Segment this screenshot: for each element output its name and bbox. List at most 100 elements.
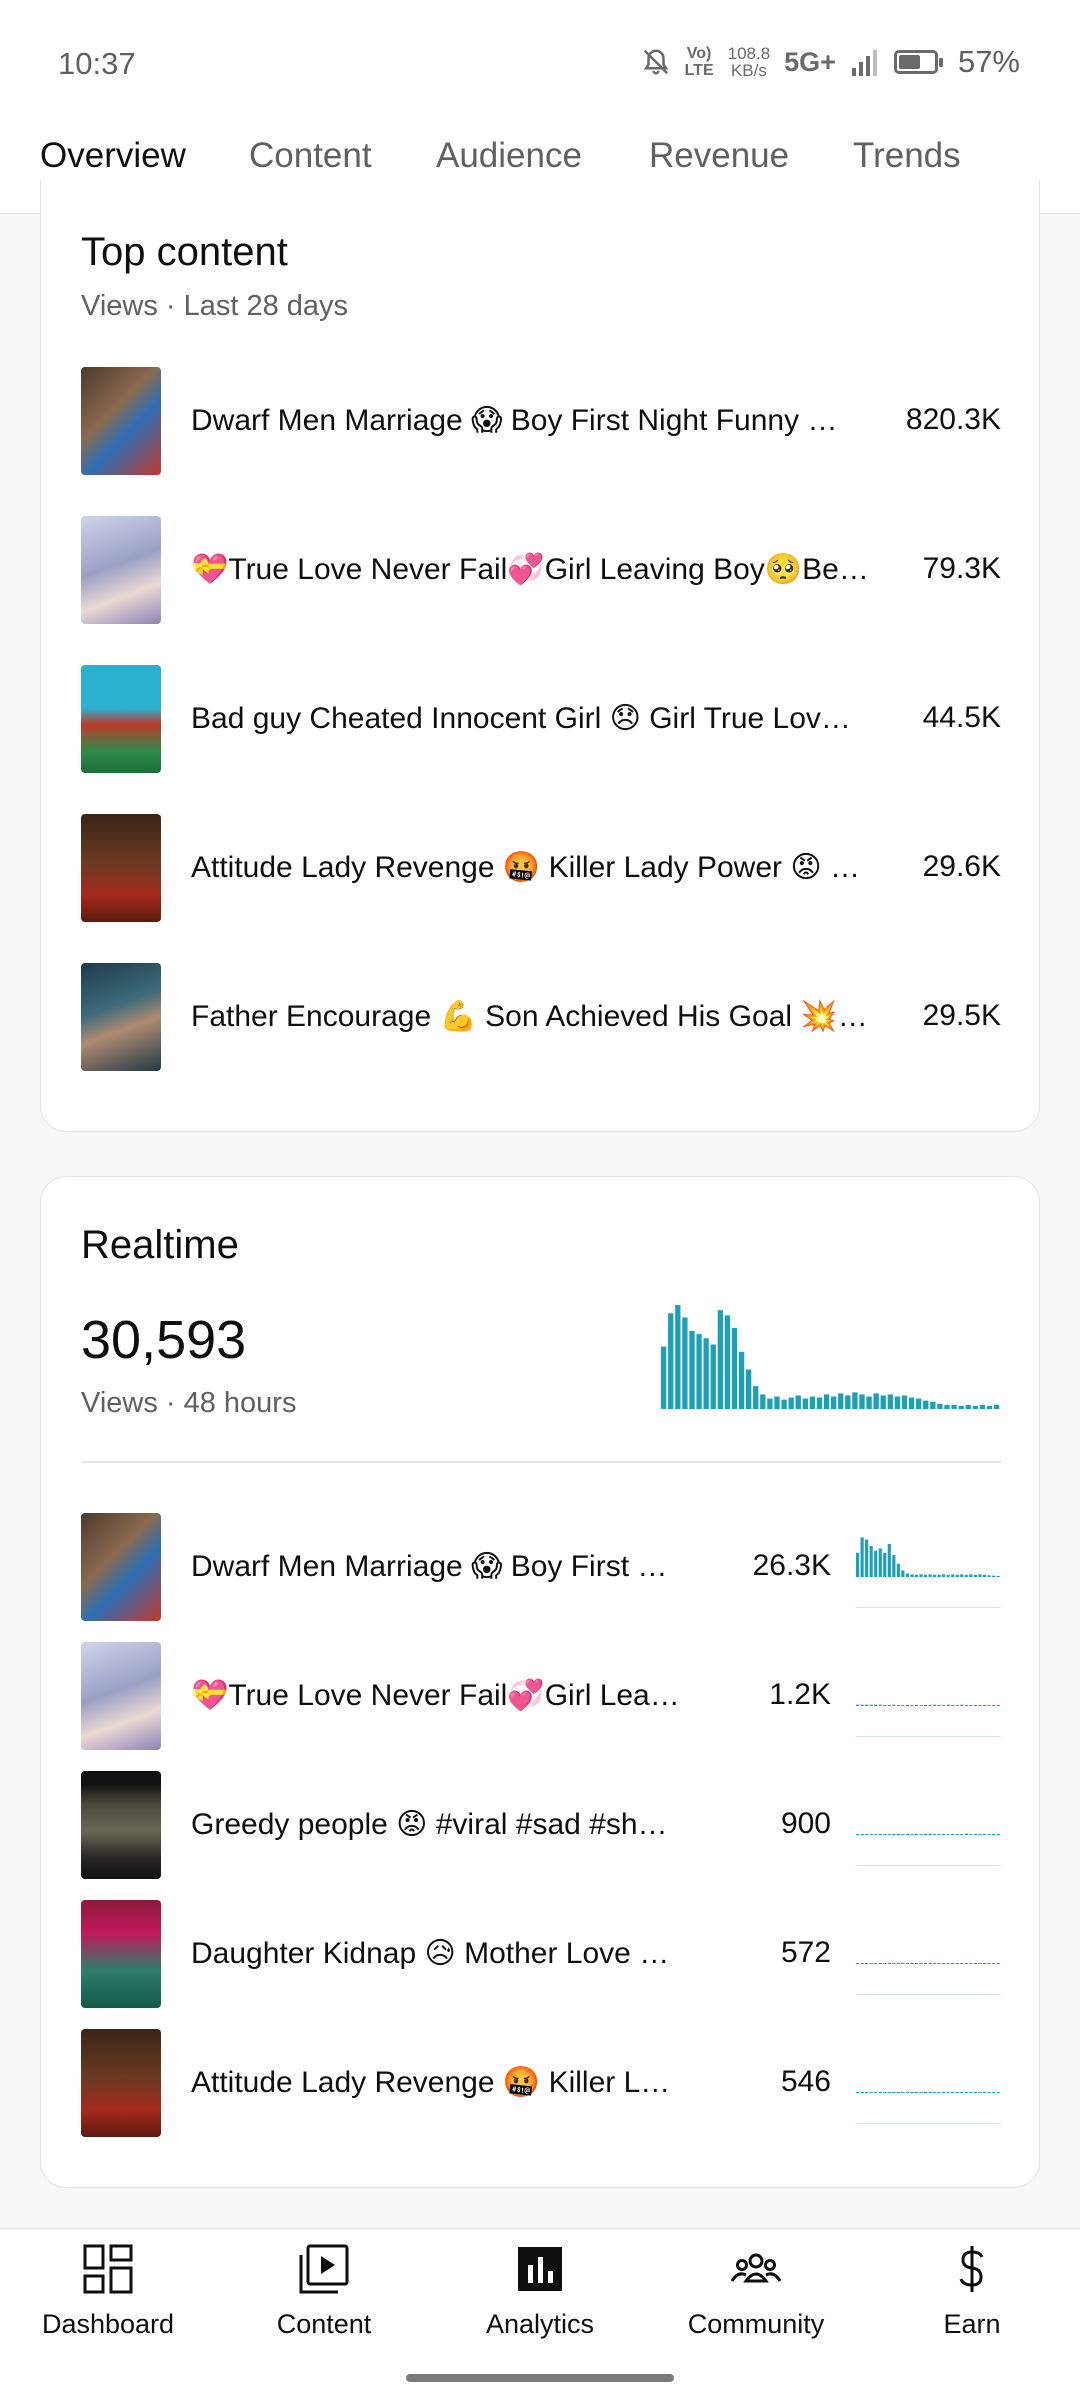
chart-bar (887, 1963, 891, 1964)
chart-bar (923, 1574, 928, 1577)
chart-bar (865, 1539, 869, 1577)
chart-bar (919, 1834, 923, 1835)
video-title: Father Encourage 💪 Son Achieved His Goal… (191, 1000, 868, 1033)
chart-bar (928, 1963, 932, 1964)
chart-bar (914, 2092, 919, 2093)
chart-bar (914, 1834, 919, 1835)
realtime-row[interactable]: Attitude Lady Revenge 🤬 Killer L… 546 (81, 2029, 1001, 2137)
chart-bar (960, 1704, 964, 1706)
nav-dashboard[interactable]: Dashboard (0, 2243, 216, 2340)
realtime-subtitle: Views · 48 hours (81, 1387, 297, 1419)
top-content-row[interactable]: 💝True Love Never Fail💞Girl Leaving Boy🥺B… (81, 516, 1001, 624)
chart-bar (883, 1705, 887, 1706)
chart-bar (724, 1315, 731, 1409)
chart-bar (969, 1834, 973, 1835)
nav-analytics[interactable]: Analytics (432, 2243, 648, 2340)
top-content-title: Top content (81, 230, 288, 274)
chart-bar (901, 1395, 908, 1409)
chart-bar (901, 2092, 905, 2093)
video-sparkline (856, 1537, 1001, 1608)
chart-bar (978, 2092, 982, 2093)
tab-overview[interactable]: Overview (40, 136, 186, 175)
chart-bar (964, 1963, 968, 1964)
chart-bar (795, 1395, 801, 1409)
tab-content[interactable]: Content (249, 136, 372, 175)
chart-bar (896, 1963, 900, 1964)
chart-bar (955, 1574, 959, 1577)
video-views: 29.5K (922, 999, 1001, 1032)
signal-icon (851, 50, 877, 76)
battery-icon (893, 50, 943, 74)
chart-bar (905, 2092, 910, 2093)
nav-label: Content (276, 2309, 372, 2339)
chart-bar (760, 1394, 766, 1409)
chart-bar (869, 1704, 873, 1706)
nav-earn[interactable]: Earn (864, 2243, 1080, 2340)
chart-bar (991, 1834, 996, 1835)
realtime-row[interactable]: 💝True Love Never Fail💞Girl Lea… 1.2K (81, 1642, 1001, 1750)
chart-bar (973, 2092, 977, 2093)
chart-bar (866, 1396, 872, 1409)
status-icons: Vo) LTE 108.8 KB/s 5G+ 57% (641, 42, 1020, 82)
top-content-row[interactable]: Dwarf Men Marriage 😱 Boy First Night Fun… (81, 367, 1001, 475)
tab-audience[interactable]: Audience (436, 136, 582, 175)
speed-unit: KB/s (730, 61, 767, 80)
video-views: 44.5K (922, 701, 1001, 734)
chart-bar (937, 2092, 941, 2093)
chart-bar (937, 1403, 943, 1409)
top-content-row[interactable]: Attitude Lady Revenge 🤬 Killer Lady Powe… (81, 814, 1001, 922)
top-content-row[interactable]: Father Encourage 💪 Son Achieved His Goal… (81, 963, 1001, 1071)
chart-bar (788, 1397, 794, 1409)
video-thumbnail (81, 516, 161, 624)
chart-bar (946, 1963, 950, 1964)
video-views: 572 (780, 1936, 831, 1969)
home-indicator[interactable] (406, 2374, 674, 2382)
nav-community[interactable]: Community (648, 2243, 864, 2340)
chart-bar (856, 1704, 860, 1706)
chart-bar (955, 1834, 959, 1835)
video-views: 79.3K (922, 552, 1001, 585)
chart-bar (973, 1574, 977, 1577)
chart-bar (933, 1574, 937, 1577)
chart-bar (964, 1705, 968, 1706)
chart-bar (731, 1327, 738, 1409)
chart-bar (982, 1705, 987, 1706)
analytics-icon (518, 2247, 562, 2291)
nav-label: Earn (943, 2309, 1001, 2339)
tab-trends[interactable]: Trends (853, 136, 961, 175)
nav-content[interactable]: Content (216, 2243, 432, 2340)
chart-bar (928, 2092, 932, 2093)
chart-bar (869, 1963, 873, 1964)
realtime-row[interactable]: Greedy people 😡 #viral #sad #sh… 900 (81, 1771, 1001, 1879)
chart-bar (946, 1704, 950, 1706)
chart-bar (878, 1704, 882, 1706)
chart-bar (816, 1397, 823, 1409)
video-title: Bad guy Cheated Innocent Girl 😞 Girl Tru… (191, 702, 851, 735)
chart-bar (933, 1963, 937, 1964)
chart-bar (919, 1574, 923, 1577)
chart-bar (960, 1574, 964, 1577)
video-title: Greedy people 😡 #viral #sad #sh… (191, 1808, 668, 1841)
chart-bar (996, 1834, 1000, 1835)
chart-bar (955, 1705, 959, 1706)
chart-bar (937, 1834, 941, 1835)
chart-bar (919, 1963, 923, 1964)
video-views: 546 (780, 2065, 831, 2098)
realtime-row[interactable]: Daughter Kidnap 😥 Mother Love … 572 (81, 1900, 1001, 2008)
chart-bar (682, 1317, 688, 1409)
realtime-row[interactable]: Dwarf Men Marriage 😱 Boy First … 26.3K (81, 1513, 1001, 1621)
tab-revenue[interactable]: Revenue (649, 136, 790, 175)
video-thumbnail (81, 814, 161, 922)
speed-value: 108.8 (727, 44, 771, 63)
chart-bar (910, 1834, 914, 1835)
chart-bar (987, 2092, 991, 2093)
chart-bar (946, 2092, 950, 2093)
chart-bar (982, 2092, 987, 2093)
chart-bar (964, 1574, 968, 1577)
chart-bar (987, 1575, 991, 1577)
chart-bar (746, 1369, 752, 1409)
realtime-title: Realtime (81, 1223, 239, 1267)
chart-bar (991, 1705, 996, 1706)
top-content-row[interactable]: Bad guy Cheated Innocent Girl 😞 Girl Tru… (81, 665, 1001, 773)
chart-bar (767, 1398, 773, 1409)
